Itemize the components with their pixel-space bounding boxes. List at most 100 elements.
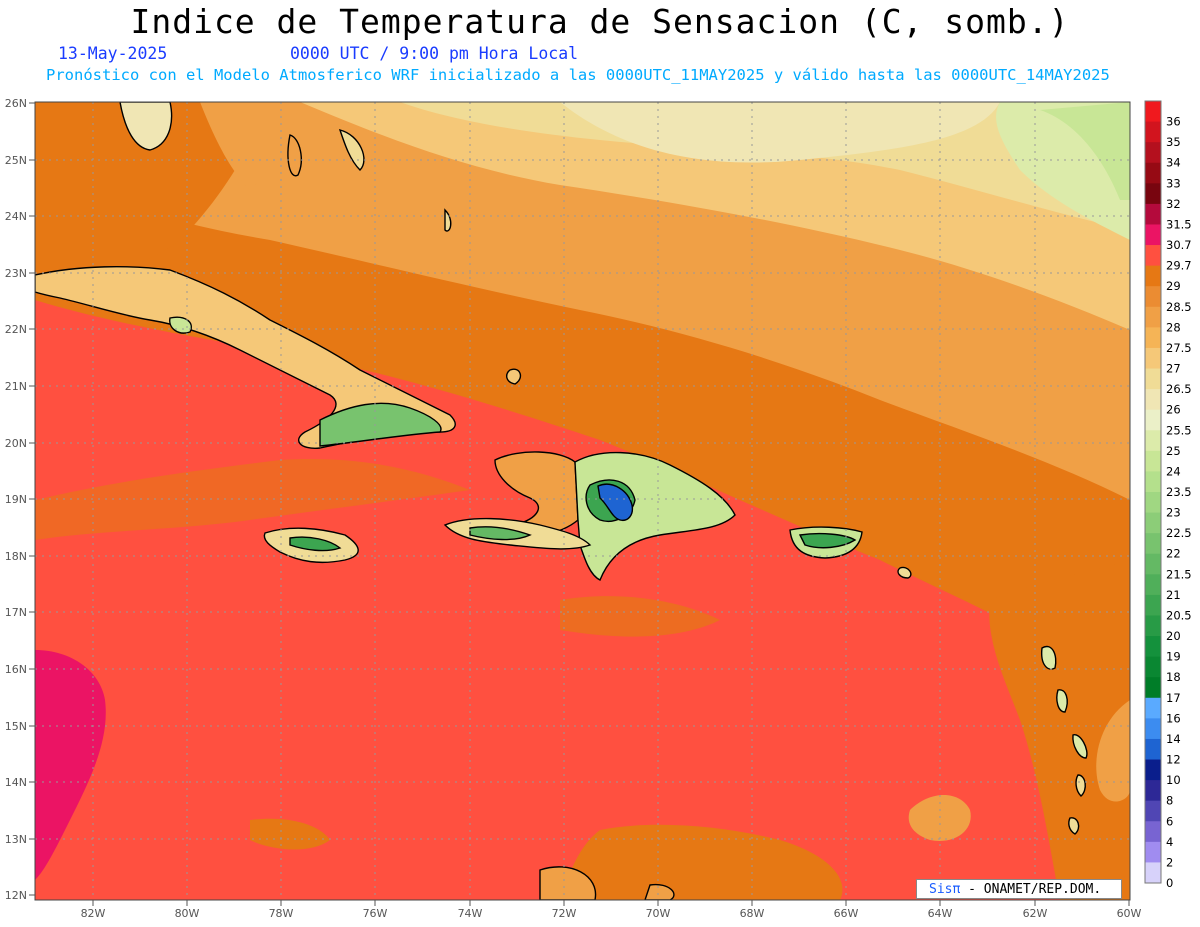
legend-swatch (1145, 245, 1161, 267)
legend-label: 19 (1166, 650, 1181, 664)
legend-swatch (1145, 492, 1161, 514)
map-title: Indice de Temperatura de Sensacion (C, s… (130, 2, 1070, 41)
lat-axis: 26N 25N 24N 23N 22N 21N 20N 19N 18N 17N … (5, 97, 27, 902)
legend-swatch (1145, 841, 1161, 863)
legend-label: 18 (1166, 670, 1181, 684)
lat-label: 23N (5, 267, 27, 280)
legend-label: 6 (1166, 814, 1173, 828)
legend-label: 12 (1166, 753, 1181, 767)
legend-swatch (1145, 615, 1161, 637)
lat-label: 24N (5, 210, 27, 223)
legend-label: 26 (1166, 403, 1181, 417)
lat-label: 12N (5, 889, 27, 902)
lat-label: 15N (5, 720, 27, 733)
legend-swatch (1145, 533, 1161, 555)
temperature-field (35, 102, 1130, 900)
forecast-date: 13-May-2025 (58, 44, 168, 63)
legend-swatch (1145, 101, 1161, 123)
lat-label: 13N (5, 833, 27, 846)
lon-label: 66W (834, 907, 859, 920)
legend-swatch (1145, 409, 1161, 431)
legend-label: 0 (1166, 876, 1173, 890)
lat-label: 21N (5, 380, 27, 393)
legend-label: 16 (1166, 711, 1181, 725)
legend-label: 23 (1166, 506, 1181, 520)
legend-label: 36 (1166, 115, 1181, 129)
legend-swatch (1145, 697, 1161, 719)
map-frame (34, 101, 1131, 901)
legend-swatch (1145, 430, 1161, 452)
forecast-time: 0000 UTC / 9:00 pm Hora Local (290, 44, 579, 63)
grid-lines (35, 102, 1130, 900)
legend-swatch (1145, 368, 1161, 390)
legend-swatch (1145, 800, 1161, 822)
lon-label: 72W (552, 907, 577, 920)
legend-label: 22 (1166, 547, 1181, 561)
legend-label: 25 (1166, 444, 1181, 458)
lon-axis: 82W 80W 78W 76W 74W 72W 70W 68W 66W 64W … (81, 907, 1142, 920)
legend-label: 29.7 (1166, 259, 1192, 273)
legend-label: 20 (1166, 629, 1181, 643)
legend-swatch (1145, 203, 1161, 225)
legend-label: 33 (1166, 176, 1181, 190)
lon-label: 80W (175, 907, 200, 920)
credit-text: - ONAMET/REP.DOM. (960, 882, 1102, 897)
legend-label: 21.5 (1166, 567, 1192, 581)
lon-label: 74W (458, 907, 483, 920)
legend-swatch (1145, 286, 1161, 308)
legend-swatch (1145, 759, 1161, 781)
legend-swatch (1145, 594, 1161, 616)
lon-label: 62W (1023, 907, 1048, 920)
legend-label: 30.7 (1166, 238, 1192, 252)
landmasses (35, 102, 1088, 900)
model-info: Pronóstico con el Modelo Atmosferico WRF… (46, 66, 1110, 84)
legend-label: 25.5 (1166, 423, 1192, 437)
color-legend: 363534333231.530.729.72928.52827.52726.5… (1144, 100, 1192, 890)
legend-label: 24 (1166, 464, 1181, 478)
legend-swatch (1145, 327, 1161, 349)
legend-swatch (1145, 512, 1161, 534)
legend-swatch (1145, 306, 1161, 328)
legend-label: 22.5 (1166, 526, 1192, 540)
legend-label: 27.5 (1166, 341, 1192, 355)
legend-swatch (1145, 389, 1161, 411)
lon-label: 76W (363, 907, 388, 920)
lat-label: 17N (5, 606, 27, 619)
legend-label: 4 (1166, 835, 1173, 849)
legend-label: 27 (1166, 362, 1181, 376)
credit-box: Sisπ - ONAMET/REP.DOM. (916, 879, 1122, 899)
legend-label: 35 (1166, 135, 1181, 149)
legend-swatch (1145, 162, 1161, 184)
sistema-logo: Sisπ (929, 882, 961, 897)
legend-swatch (1145, 224, 1161, 246)
lat-label: 20N (5, 437, 27, 450)
legend-label: 8 (1166, 794, 1173, 808)
legend-swatch (1145, 821, 1161, 843)
lat-label: 18N (5, 550, 27, 563)
lon-label: 60W (1117, 907, 1142, 920)
legend-swatch (1145, 636, 1161, 658)
legend-swatch (1145, 677, 1161, 699)
legend-label: 17 (1166, 691, 1181, 705)
legend-swatch (1145, 347, 1161, 370)
legend-label: 28.5 (1166, 300, 1192, 314)
legend-label: 14 (1166, 732, 1181, 746)
legend-label: 21 (1166, 588, 1181, 602)
legend-swatch (1145, 183, 1161, 205)
legend-swatch (1145, 574, 1161, 596)
legend-swatch (1145, 142, 1161, 164)
legend-label: 28 (1166, 320, 1181, 334)
lat-label: 25N (5, 154, 27, 167)
legend-swatch (1145, 471, 1161, 493)
legend-swatch (1145, 656, 1161, 678)
legend-label: 32 (1166, 197, 1181, 211)
lat-label: 26N (5, 97, 27, 110)
lon-label: 68W (740, 907, 765, 920)
lat-label: 14N (5, 776, 27, 789)
legend-swatch (1145, 718, 1161, 740)
lon-label: 64W (928, 907, 953, 920)
legend-swatch (1145, 265, 1161, 287)
legend-swatch (1145, 121, 1161, 143)
legend-label: 10 (1166, 773, 1181, 787)
